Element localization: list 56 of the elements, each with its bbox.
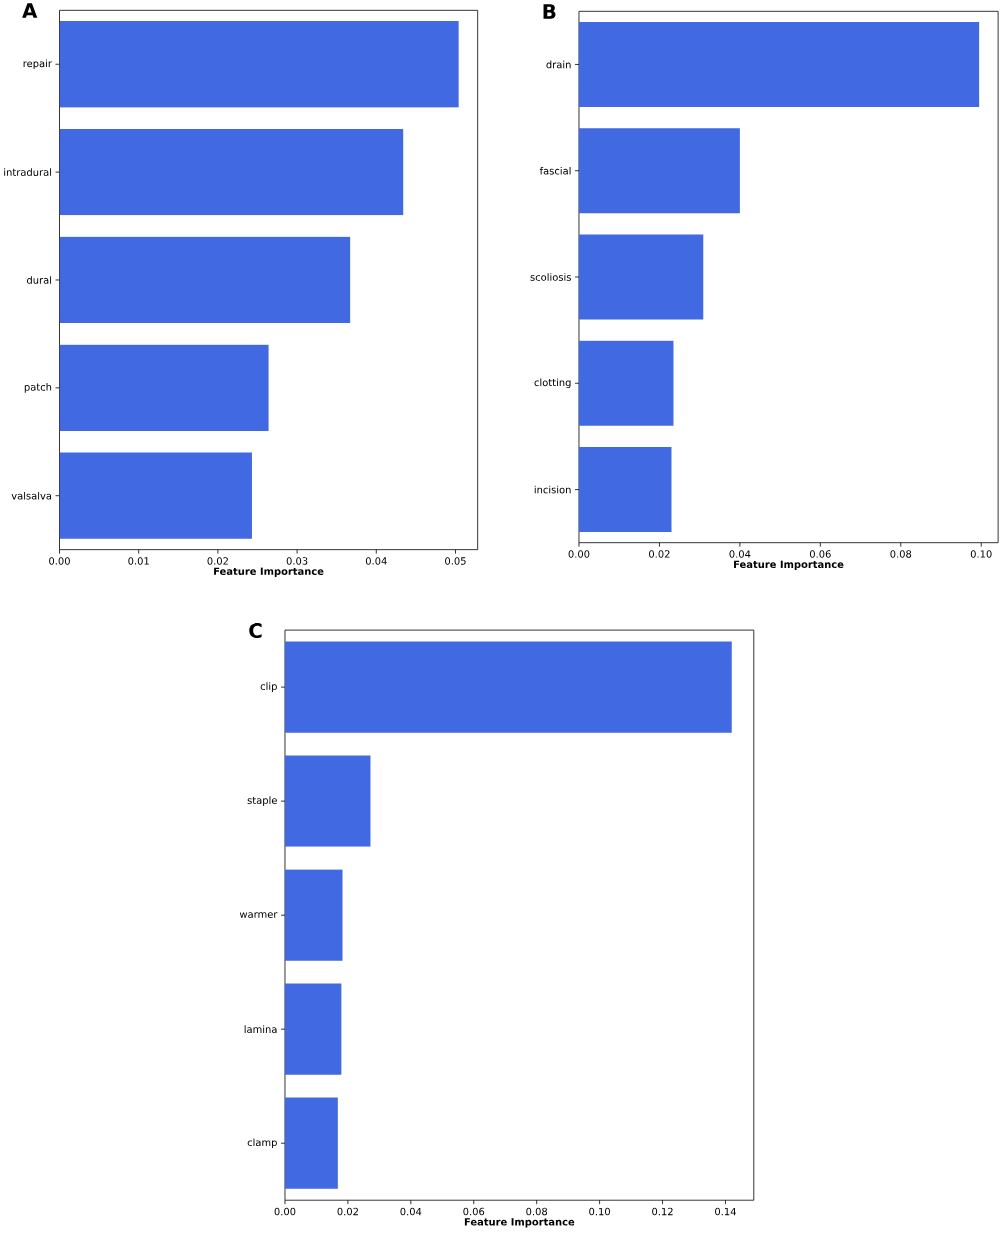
- x-tick-label: 0.01: [128, 557, 149, 565]
- y-tick-label: intradural: [4, 168, 51, 176]
- y-tick-label: dural: [26, 276, 51, 284]
- bar: [578, 21, 980, 107]
- bar: [284, 869, 343, 961]
- bar: [284, 983, 342, 1075]
- x-tick-label: 0.05: [445, 557, 466, 565]
- bar: [578, 128, 740, 214]
- y-tick-label: clotting: [534, 378, 571, 389]
- y-tick-label: fascial: [539, 166, 571, 175]
- x-tick-label: 0.02: [337, 1207, 358, 1216]
- bar: [578, 234, 704, 320]
- x-tick-label: 0.04: [400, 1207, 422, 1216]
- x-tick-label: 0.10: [970, 550, 992, 558]
- y-tick-label: valsalva: [11, 491, 52, 500]
- y-tick-label: scoliosis: [530, 273, 571, 281]
- x-tick-label: 0.04: [729, 550, 751, 558]
- x-tick-label: 0.08: [890, 550, 912, 558]
- x-tick-label: 0.08: [526, 1207, 547, 1216]
- x-tick-label: 0.00: [49, 557, 70, 565]
- bar: [284, 1097, 338, 1189]
- y-tick-label: lamina: [244, 1025, 277, 1034]
- x-tick-label: 0.10: [589, 1207, 610, 1216]
- bar: [284, 641, 732, 733]
- bar: [578, 340, 674, 426]
- x-axis-title: Feature Importance: [464, 1218, 575, 1228]
- y-tick-label: clip: [260, 682, 277, 692]
- bar: [59, 128, 404, 216]
- y-tick-label: staple: [247, 796, 277, 806]
- x-tick-label: 0.06: [463, 1207, 485, 1216]
- chart-title: C: [249, 623, 262, 639]
- x-tick-label: 0.00: [568, 550, 590, 558]
- bar: [59, 452, 252, 539]
- x-tick-label: 0.14: [715, 1207, 736, 1216]
- x-tick-label: 0.02: [648, 550, 670, 558]
- chart-title: A: [22, 3, 38, 18]
- x-axis-title: Feature Importance: [214, 567, 324, 577]
- chart-title: B: [543, 4, 556, 19]
- x-tick-label: 0.00: [274, 1207, 296, 1216]
- x-tick-label: 0.12: [652, 1207, 673, 1216]
- y-tick-label: drain: [546, 60, 571, 69]
- x-tick-label: 0.02: [207, 557, 228, 565]
- bar: [59, 344, 269, 431]
- y-tick-label: clamp: [247, 1138, 277, 1149]
- x-tick-label: 0.03: [286, 557, 308, 565]
- x-tick-label: 0.04: [365, 557, 387, 565]
- x-tick-label: 0.06: [809, 550, 831, 558]
- x-axis-title: Feature Importance: [734, 560, 844, 570]
- bar: [59, 236, 351, 324]
- bar: [284, 755, 371, 847]
- bar: [59, 21, 459, 108]
- y-tick-label: warmer: [239, 912, 278, 919]
- bar: [578, 447, 672, 533]
- y-tick-label: incision: [534, 485, 571, 494]
- y-tick-label: patch: [24, 383, 52, 393]
- y-tick-label: repair: [23, 59, 52, 70]
